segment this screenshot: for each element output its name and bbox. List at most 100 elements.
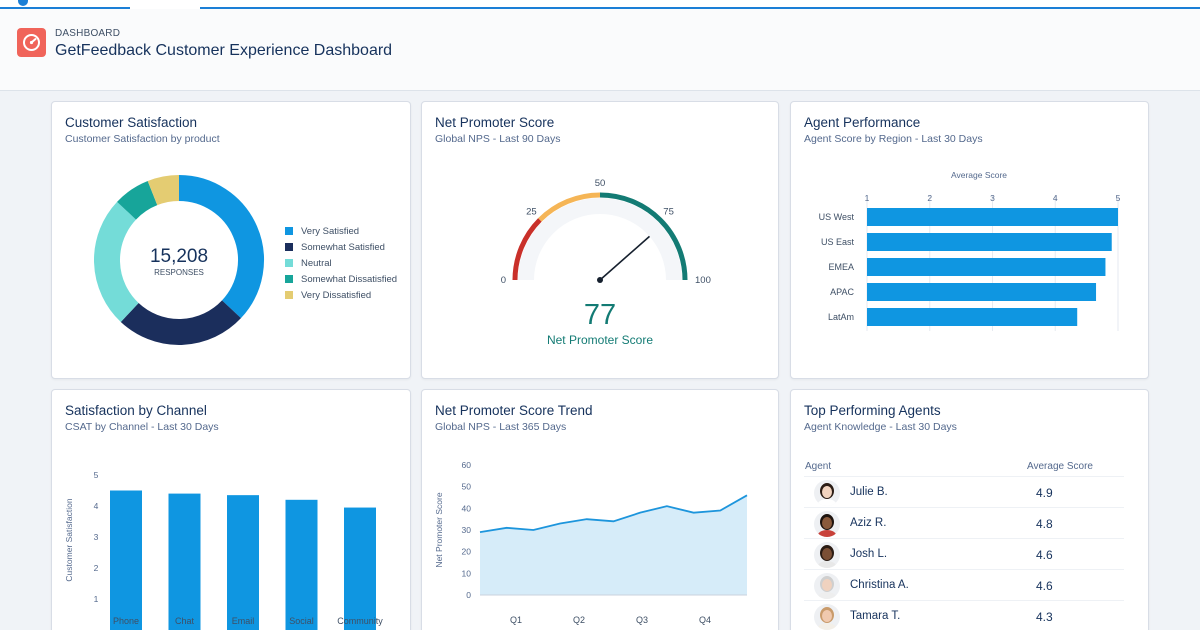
agent-row[interactable]: Aziz R. 4.8 [804,507,1124,538]
legend-item[interactable]: Very Dissatisfied [285,287,397,303]
agent-score: 4.8 [1036,517,1053,531]
donut-legend: Very Satisfied Somewhat Satisfied Neutral S… [285,223,397,303]
somewhat-satisfied-slice[interactable] [120,300,241,345]
y-tick-label: 40 [462,503,472,513]
channel-bar-chart: Customer Satisfaction 1 2 3 4 5 Phone Chat Emai… [64,470,383,630]
x-tick-label: 3 [990,193,995,203]
donut-center-value: 15,208 [150,246,208,267]
nps-label: Net Promoter Score [547,333,653,347]
legend-label: Very Dissatisfied [301,289,372,301]
somewhat-dissatisfied-slice[interactable] [117,180,158,220]
card-title: Customer Satisfaction [65,115,198,130]
category-label: Email [232,616,255,626]
gauge-pivot [597,277,603,283]
nps-trend-card[interactable]: Net Promoter Score Trend Global NPS - La… [421,389,779,630]
y-tick-label: 10 [462,568,472,578]
x-tick-label: Q2 [573,615,585,625]
nps-gauge-chart: 77 Net Promoter Score 0 25 50 75 100 [501,178,711,347]
x-tick-label: 1 [865,193,870,203]
very-dissatisfied-slice[interactable] [147,175,180,206]
nav-indicator [18,0,28,6]
gauge-tick-label: 100 [695,275,711,286]
y-tick-label: 20 [462,547,472,557]
y-tick-label: 0 [466,590,471,600]
agent-performance-card[interactable]: Agent Performance Agent Score by Region … [790,101,1149,379]
bar[interactable] [344,507,376,630]
satisfaction-by-channel-card[interactable]: Satisfaction by Channel CSAT by Channel … [51,389,411,630]
active-tab-edge[interactable] [130,0,200,9]
bar[interactable] [867,283,1097,301]
agent-score: 4.9 [1036,486,1053,500]
satisfaction-donut-chart: 15,208 RESPONSES [94,175,264,345]
legend-item[interactable]: Neutral [285,255,397,271]
category-label: Social [289,616,314,626]
category-label: Chat [175,616,195,626]
neutral-slice[interactable] [94,201,139,322]
customer-satisfaction-card[interactable]: Customer Satisfaction Customer Satisfact… [51,101,411,379]
gauge-band-1 [538,192,601,222]
score-column-header: Average Score [1027,461,1093,472]
card-title: Satisfaction by Channel [65,403,207,418]
breadcrumb[interactable]: DASHBOARD [55,28,121,39]
nps-card[interactable]: Net Promoter Score Global NPS - Last 90 … [421,101,779,379]
legend-label: Neutral [301,257,332,269]
bar[interactable] [867,308,1078,326]
legend-item[interactable]: Somewhat Dissatisfied [285,271,397,287]
bar[interactable] [867,233,1112,251]
gauge-tick-label: 0 [501,275,506,286]
area-fill [480,495,747,595]
agent-row[interactable]: Josh L. 4.6 [804,538,1124,569]
card-subtitle: Agent Knowledge - Last 30 Days [804,421,957,433]
bar[interactable] [227,495,259,630]
legend-item[interactable]: Somewhat Satisfied [285,239,397,255]
agent-score: 4.3 [1036,610,1053,624]
legend-item[interactable]: Very Satisfied [285,223,397,239]
gauge-tick-label: 25 [526,206,537,217]
avatar [814,604,840,630]
legend-swatch [285,259,293,267]
category-label: APAC [830,287,854,297]
top-agents-card[interactable]: Top Performing Agents Agent Knowledge - … [790,389,1149,630]
category-label: Phone [113,616,139,626]
bar[interactable] [867,258,1106,276]
x-tick-label: 4 [1053,193,1058,203]
avatar [814,542,840,568]
y-tick-label: 50 [462,482,472,492]
y-axis-label: Customer Satisfaction [64,498,74,581]
page-title: GetFeedback Customer Experience Dashboar… [55,42,393,59]
y-tick-label: 2 [94,563,99,573]
series-line[interactable] [479,494,748,534]
gauge-needle [599,235,651,281]
gauge-band-2 [599,192,688,281]
card-title: Agent Performance [804,115,921,130]
x-tick-label: 2 [927,193,932,203]
top-nav-bar [0,0,1200,9]
bar[interactable] [168,493,201,630]
bar[interactable] [867,208,1118,226]
card-subtitle: Global NPS - Last 365 Days [435,421,567,433]
legend-label: Very Satisfied [301,225,360,237]
agent-name: Aziz R. [850,517,887,529]
agent-row[interactable]: Christina A. 4.6 [804,569,1124,600]
y-tick-label: 30 [462,525,472,535]
bar[interactable] [285,499,318,630]
agent-row[interactable]: Tamara T. 4.3 [804,600,1124,630]
avatar [814,480,840,506]
category-label: EMEA [828,262,854,272]
agent-name: Julie B. [850,486,888,498]
legend-swatch [285,227,293,235]
very-satisfied-slice[interactable] [178,175,264,319]
nps-trend-area-chart: Net Promoter Score 0 10 20 30 40 50 60 Q1 Q2 Q3 Q4 [434,460,748,625]
y-tick-label: 5 [94,470,99,480]
category-label: US West [819,212,855,222]
gauge-track [518,198,682,281]
gauge-band-0 [512,218,542,281]
agent-name: Tamara T. [850,610,901,622]
legend-swatch [285,243,293,251]
agent-row[interactable]: Julie B. 4.9 [804,476,1124,507]
card-subtitle: Agent Score by Region - Last 30 Days [804,133,983,145]
x-tick-label: Q3 [636,615,648,625]
bar[interactable] [110,490,142,630]
legend-swatch [285,291,293,299]
gauge-icon [17,28,46,57]
